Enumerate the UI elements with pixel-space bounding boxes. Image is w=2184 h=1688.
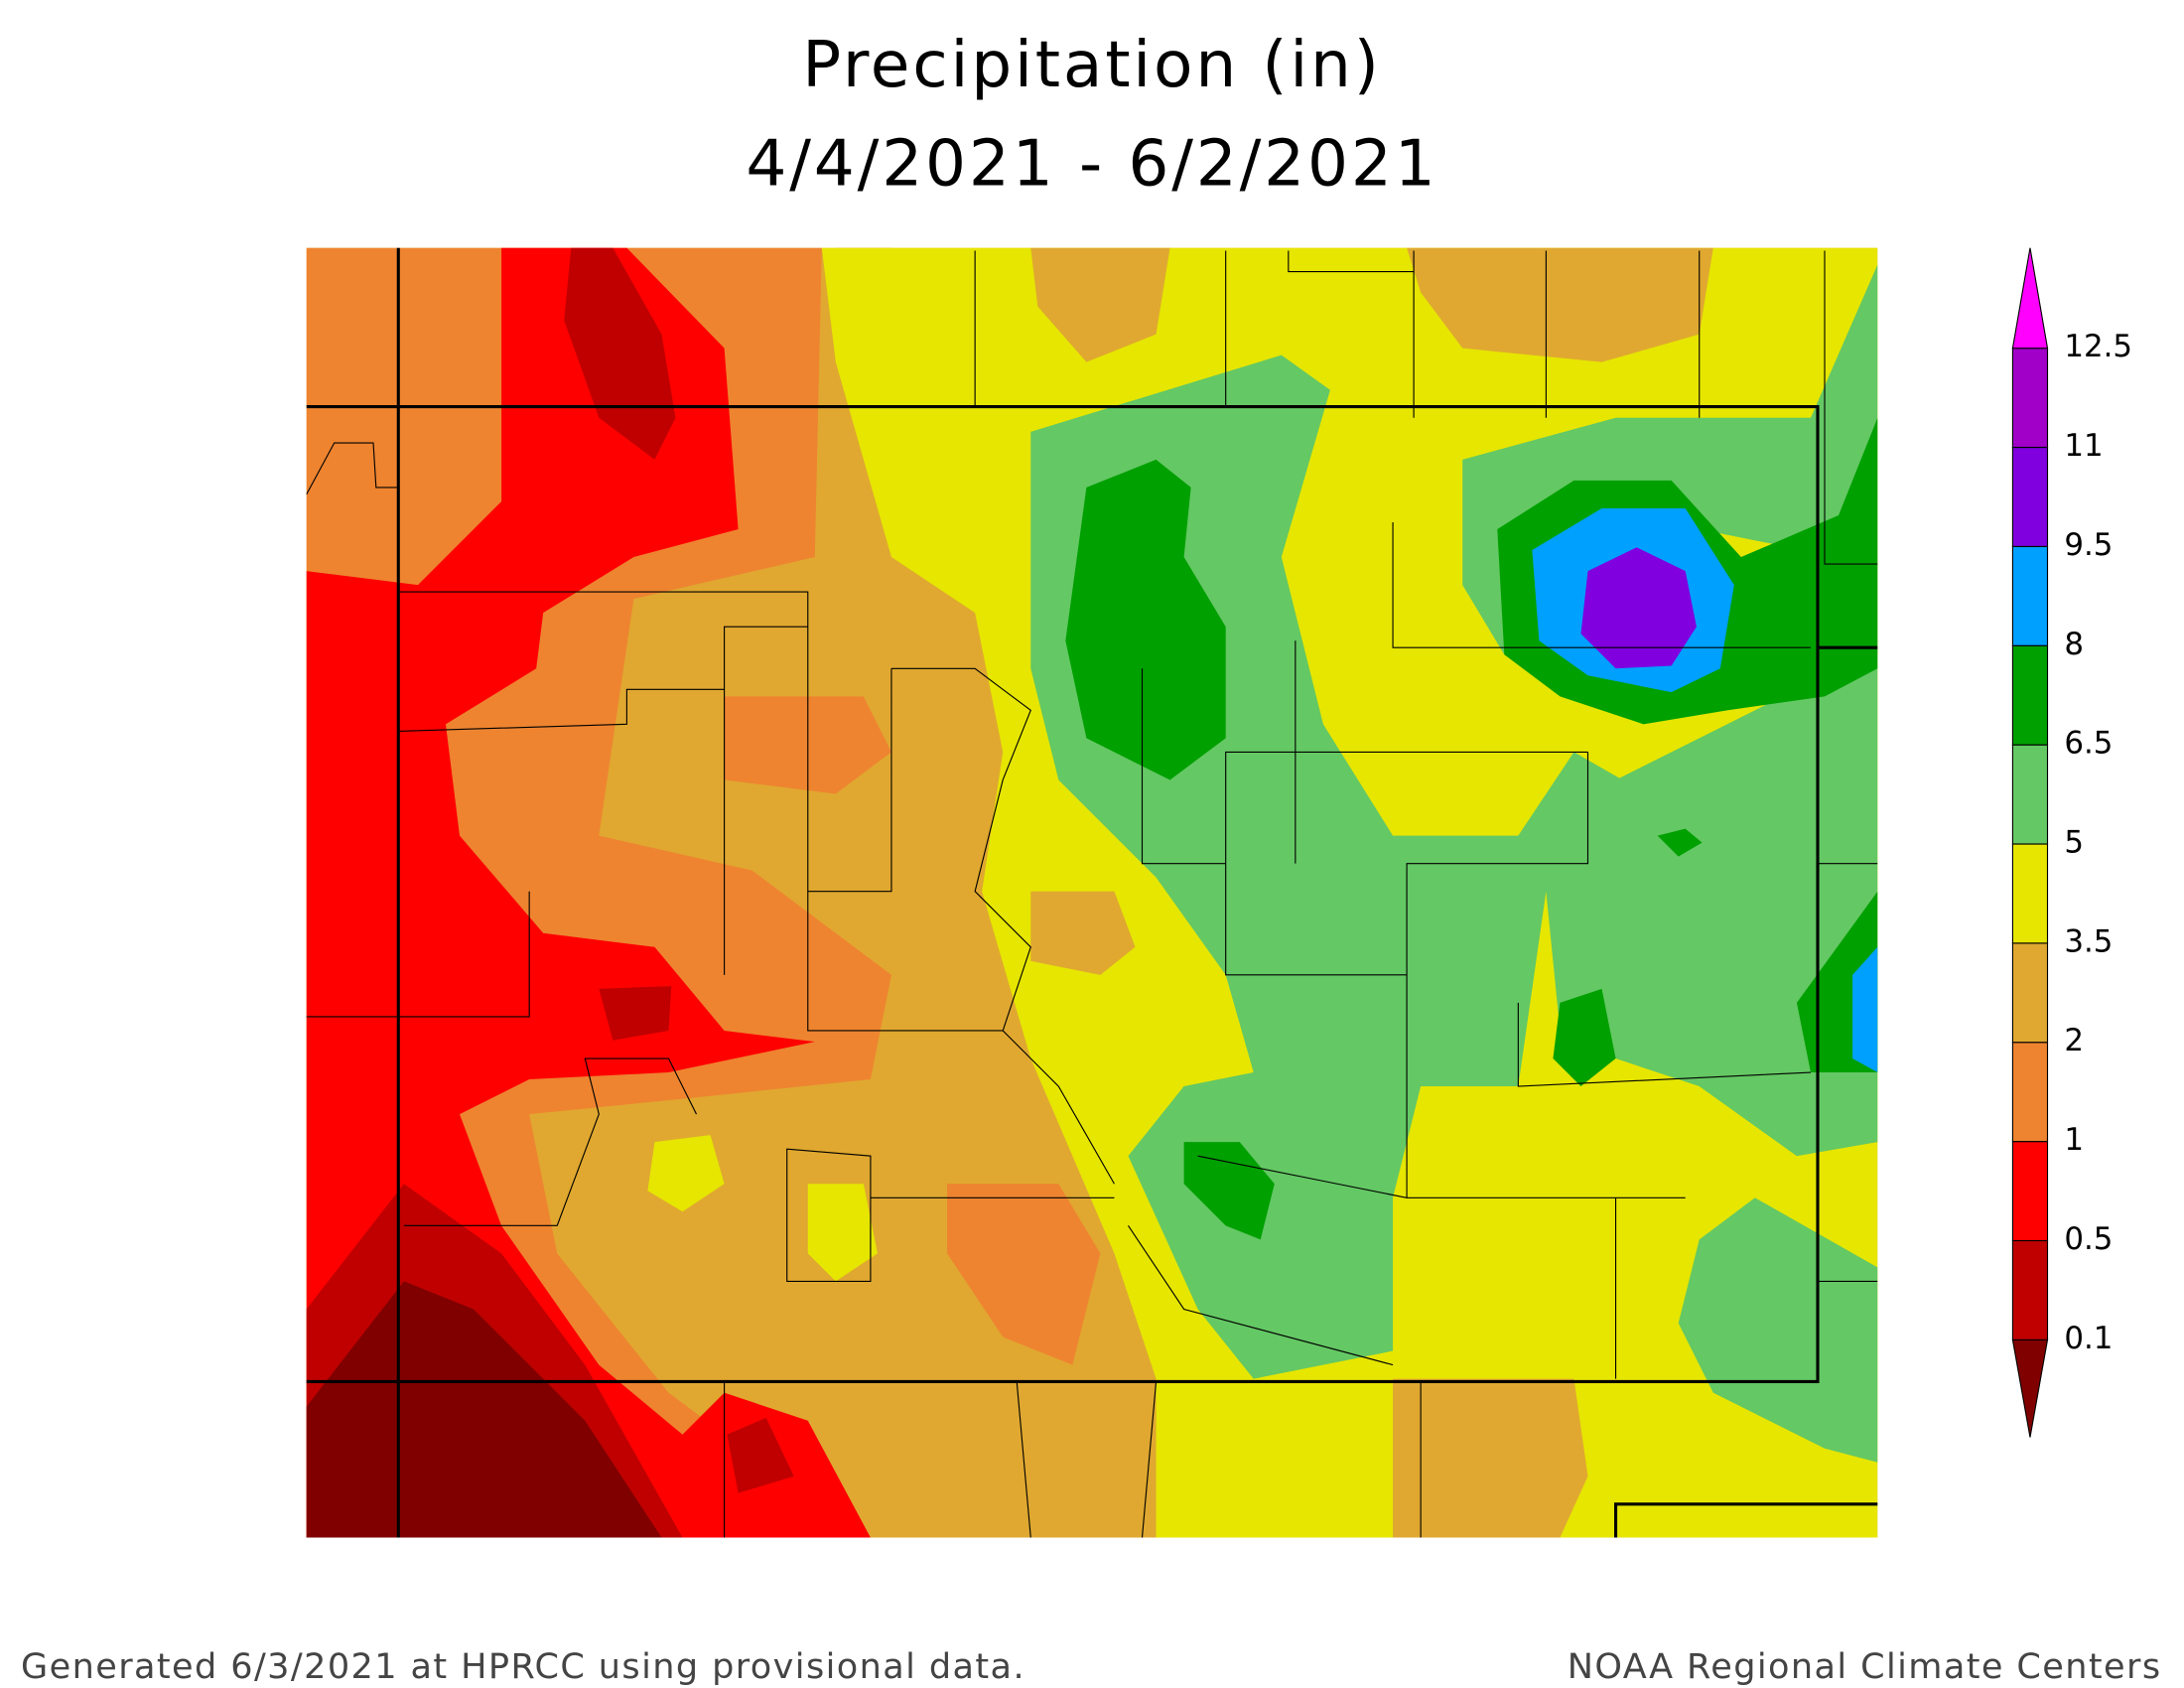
legend-swatch [2011, 744, 2049, 845]
fill-orange [306, 247, 1547, 1538]
legend-swatch [2011, 1338, 2049, 1438]
legend-swatch [2011, 942, 2049, 1044]
fill-dark-red [306, 247, 794, 1538]
legend-swatch [2011, 1239, 2049, 1340]
legend-swatch [2011, 843, 2049, 944]
legend-swatch [2011, 1042, 2049, 1143]
legend-label: 6.5 [2064, 726, 2113, 762]
state-borders [306, 247, 1878, 1538]
footer-left: Generated 6/3/2021 at HPRCC using provis… [21, 1646, 1025, 1687]
legend-label: 8 [2064, 627, 2084, 662]
fill-purple [1580, 547, 1697, 669]
legend-label: 2 [2064, 1023, 2084, 1058]
footer-right: NOAA Regional Climate Centers [1568, 1646, 2162, 1687]
legend-label: 9.5 [2064, 527, 2113, 563]
legend-label: 11 [2064, 428, 2103, 464]
legend: 0.1 0.5 1 2 3.5 5 6.5 8 9.5 11 12.5 [2011, 247, 2132, 1438]
legend-swatch [2011, 1141, 2049, 1242]
precip-map [306, 247, 1878, 1538]
legend-label: 12.5 [2064, 329, 2132, 364]
legend-label: 1 [2064, 1122, 2084, 1158]
legend-label: 5 [2064, 825, 2084, 861]
legend-swatch [2011, 446, 2049, 547]
legend-label: 0.5 [2064, 1221, 2113, 1257]
legend-swatch [2011, 545, 2049, 646]
map-subtitle: 4/4/2021 - 6/2/2021 [746, 127, 1437, 202]
fill-maroon [306, 1281, 662, 1538]
map-title: Precipitation (in) [802, 28, 1382, 102]
legend-label: 3.5 [2064, 923, 2113, 959]
legend-swatch [2011, 348, 2049, 449]
county-lines [306, 250, 1878, 1538]
legend-swatch [2011, 644, 2049, 746]
legend-swatch [2011, 247, 2049, 350]
legend-label: 0.1 [2064, 1321, 2113, 1356]
